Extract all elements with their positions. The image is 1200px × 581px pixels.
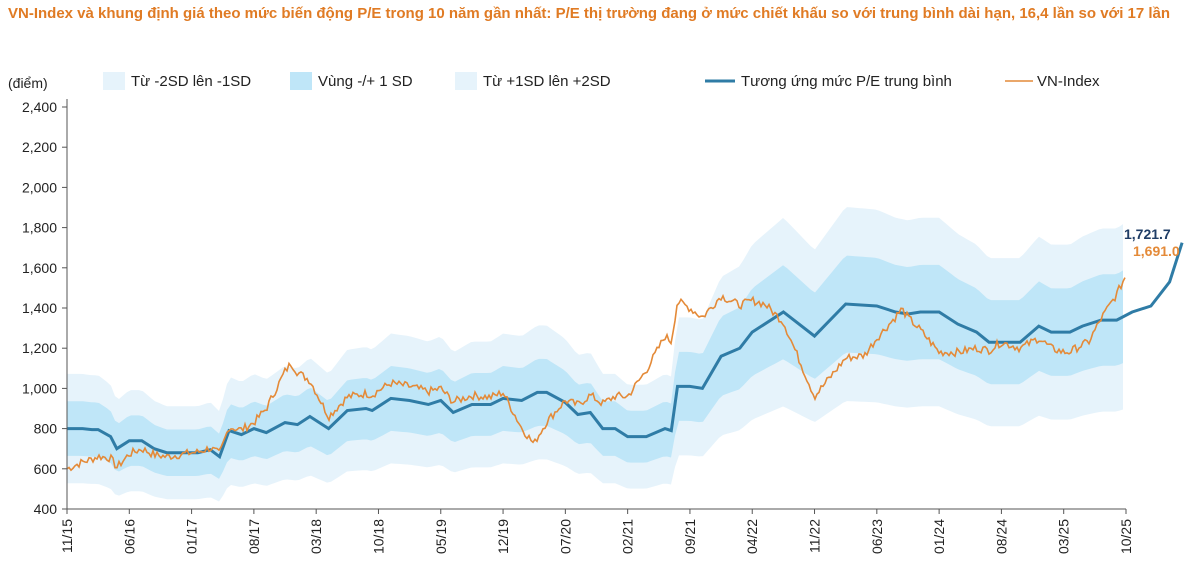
axes: 400 600 800 1,000 1,200 1,400 1,600 1,800 2,000 2… xyxy=(22,99,1134,554)
series-lines xyxy=(66,242,1184,472)
y-tick-label: 1,400 xyxy=(22,300,57,316)
x-tick-label: 10/25 xyxy=(1118,519,1134,554)
sd-bands xyxy=(67,207,1123,502)
x-tick-label: 11/22 xyxy=(807,519,823,553)
y-tick-label: 1,200 xyxy=(22,340,57,356)
x-tick-label: 04/22 xyxy=(744,519,760,554)
legend-label: Vùng -/+ 1 SD xyxy=(318,73,413,90)
y-tick-label: 600 xyxy=(34,461,58,477)
x-tick-label: 09/21 xyxy=(682,519,698,554)
x-tick-label: 01/17 xyxy=(184,519,200,554)
y-tick-label: 1,600 xyxy=(22,260,57,276)
x-tick-label: 06/16 xyxy=(121,519,137,554)
y-tick-label: 1,000 xyxy=(22,380,57,396)
vnindex-line xyxy=(66,277,1126,472)
x-tick-label: 07/20 xyxy=(557,519,573,554)
y-tick-label: 2,400 xyxy=(22,99,57,115)
legend: Từ -2SD lên -1SD Vùng -/+ 1 SD Từ +1SD lên… xyxy=(103,72,1100,90)
x-tick-label: 11/15 xyxy=(59,519,75,553)
y-tick-label: 1,800 xyxy=(22,220,57,236)
legend-label: Từ -2SD lên -1SD xyxy=(131,73,251,90)
vnindex-end-label: 1,691.0 xyxy=(1133,243,1180,259)
x-tick-label: 02/21 xyxy=(620,519,636,554)
y-tick-label: 400 xyxy=(34,501,58,517)
legend-swatch xyxy=(103,72,125,90)
legend-swatch xyxy=(290,72,312,90)
x-tick-label: 10/18 xyxy=(370,519,386,554)
y-tick-label: 2,200 xyxy=(22,139,57,155)
chart-title: VN-Index và khung định giá theo mức biến… xyxy=(8,5,1171,22)
x-tick-label: 08/17 xyxy=(246,519,262,554)
legend-label: Tương ứng mức P/E trung bình xyxy=(741,73,952,90)
mean-end-label: 1,721.7 xyxy=(1124,226,1171,242)
x-tick-label: 06/23 xyxy=(869,519,885,554)
legend-label: Từ +1SD lên +2SD xyxy=(483,73,611,90)
legend-swatch xyxy=(455,72,477,90)
x-tick-label: 05/19 xyxy=(433,519,449,554)
y-axis-label: (điểm) xyxy=(8,75,48,91)
x-tick-label: 08/24 xyxy=(993,519,1009,554)
y-tick-label: 2,000 xyxy=(22,179,57,195)
x-tick-label: 01/24 xyxy=(931,519,947,554)
mean-pe-line xyxy=(67,242,1184,460)
x-tick-label: 03/25 xyxy=(1056,519,1072,554)
legend-label: VN-Index xyxy=(1037,73,1100,90)
y-tick-label: 800 xyxy=(34,421,58,437)
band-inner-1sd xyxy=(67,255,1123,479)
x-tick-label: 03/18 xyxy=(308,519,324,554)
x-tick-label: 12/19 xyxy=(495,519,511,554)
